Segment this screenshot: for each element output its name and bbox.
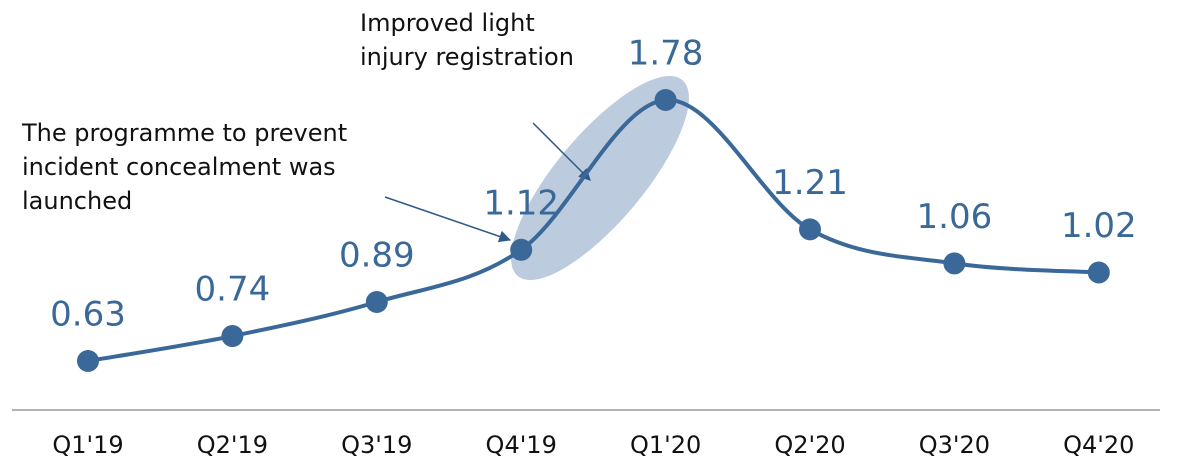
data-label: 1.78: [628, 34, 704, 74]
data-label: 1.12: [483, 183, 559, 223]
annotation: Improved light injury registration: [360, 9, 574, 71]
x-tick-label: Q1'19: [52, 431, 123, 459]
point: [77, 350, 99, 372]
point: [221, 325, 244, 348]
data-label: 1.06: [917, 197, 993, 237]
line: [87, 97, 1099, 363]
x-tick-label: Q2'19: [197, 431, 268, 459]
x-tick-label: Q3'19: [341, 431, 412, 459]
x-tick-label: Q4'20: [1063, 431, 1134, 459]
data-label: 1.02: [1061, 206, 1137, 246]
data-label: 0.89: [339, 235, 415, 275]
data-label: 1.21: [772, 163, 848, 203]
point: [365, 290, 388, 313]
x-tick-label: Q2'20: [774, 431, 845, 459]
point: [510, 238, 533, 261]
annotation-arrow: [384, 196, 512, 243]
x-tick-label: Q4'19: [486, 431, 557, 459]
highlight: [511, 75, 689, 281]
point: [654, 89, 677, 111]
data-label: 0.74: [195, 270, 271, 310]
data-label: 0.63: [50, 295, 126, 335]
point: [1087, 261, 1110, 284]
point: [943, 252, 966, 275]
point: [799, 218, 821, 241]
x-tick-label: Q3'20: [919, 431, 990, 459]
x-tick-label: Q1'20: [630, 431, 701, 459]
annotation: The programme to prevent incident concea…: [22, 119, 348, 215]
annotation-arrow: [532, 122, 591, 181]
